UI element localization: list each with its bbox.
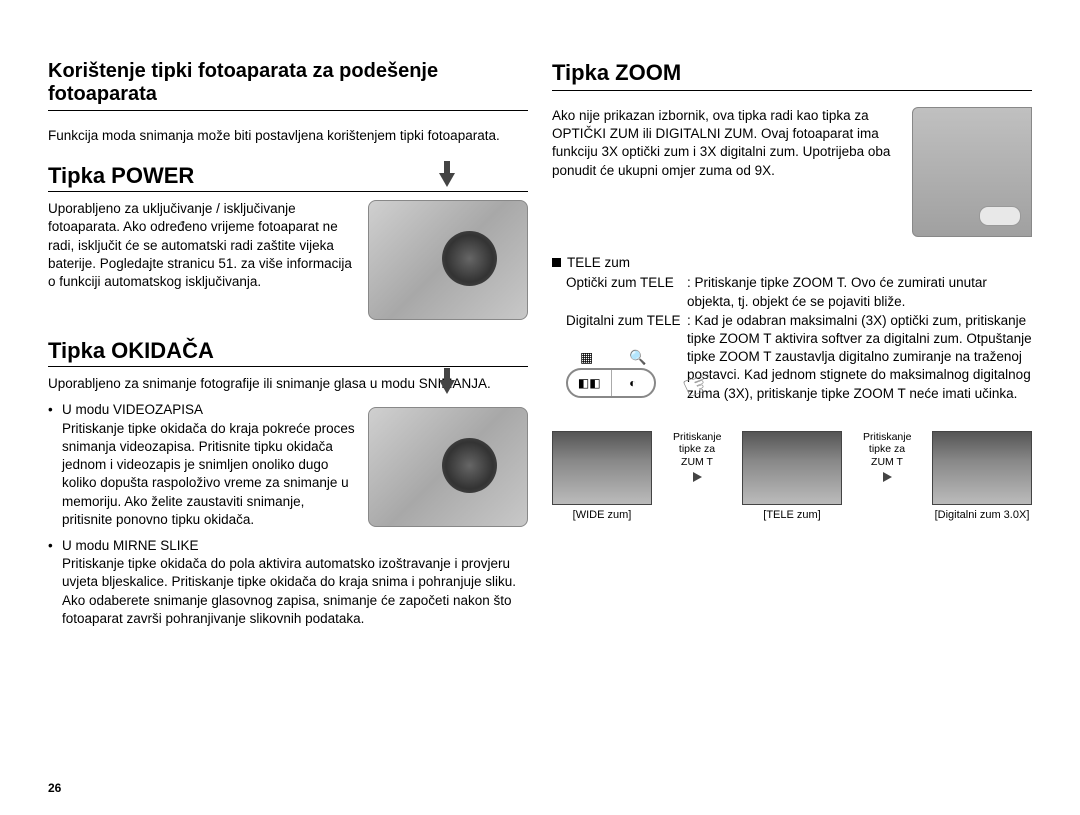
zoom-thumbnails: [WIDE zum] Pritiskanje tipke za ZUM T [T… bbox=[552, 431, 1032, 521]
arrow-label-2: Pritiskanje tipke za ZUM T bbox=[863, 431, 911, 482]
intro-left: Funkcija moda snimanja može biti postavl… bbox=[48, 127, 528, 145]
digital-term: Digitalni zum TELE bbox=[552, 312, 687, 331]
square-bullet-icon bbox=[552, 258, 561, 267]
video-text: Pritiskanje tipke okidača do kraja pokre… bbox=[62, 420, 356, 529]
thumb-digital bbox=[932, 431, 1032, 505]
page-number: 26 bbox=[48, 781, 61, 795]
arrow-label-text: Pritiskanje tipke za ZUM T bbox=[673, 431, 721, 468]
heading-shutter: Tipka OKIDAČA bbox=[48, 338, 528, 367]
zoom-control-illustration: ▦ 🔍 ◧◧ ◐ ☞ bbox=[566, 349, 676, 398]
camera-front-image bbox=[368, 200, 528, 320]
arrow-down-icon bbox=[439, 173, 455, 187]
still-label: U modu MIRNE SLIKE bbox=[62, 537, 528, 555]
power-text: Uporabljeno za uključivanje / isključiva… bbox=[48, 200, 356, 320]
optical-desc: : Pritiskanje tipke ZOOM T. Ovo će zumir… bbox=[687, 274, 1032, 312]
main-heading-left: Korištenje tipki fotoaparata za podešenj… bbox=[48, 60, 528, 111]
camera-front-image-2 bbox=[368, 407, 528, 527]
bullet-dot-icon: • bbox=[48, 537, 62, 628]
thumb-wide bbox=[552, 431, 652, 505]
digital-desc: : Kad je odabran maksimalni (3X) optički… bbox=[687, 312, 1032, 403]
arrow-right-icon bbox=[693, 472, 702, 482]
left-column: Korištenje tipki fotoaparata za podešenj… bbox=[48, 60, 528, 628]
arrow-label-text: Pritiskanje tipke za ZUM T bbox=[863, 431, 911, 468]
right-column: Tipka ZOOM Ako nije prikazan izbornik, o… bbox=[552, 60, 1032, 628]
tele-zum-label: TELE zum bbox=[567, 255, 630, 270]
still-text: Pritiskanje tipke okidača do pola aktivi… bbox=[62, 555, 528, 628]
shutter-intro: Uporabljeno za snimanje fotografije ili … bbox=[48, 375, 528, 393]
tele-zum-heading: TELE zum bbox=[552, 255, 1032, 270]
optical-term: Optički zum TELE bbox=[552, 274, 687, 312]
thumb-tele-caption: [TELE zum] bbox=[742, 509, 842, 521]
zoom-wide-icon: ◧◧ bbox=[568, 370, 612, 396]
camera-back-image bbox=[912, 107, 1032, 237]
arrow-down-icon bbox=[439, 380, 455, 394]
heading-zoom: Tipka ZOOM bbox=[552, 60, 1032, 91]
zoom-intro: Ako nije prikazan izbornik, ova tipka ra… bbox=[552, 107, 902, 237]
bullet-dot-icon: • bbox=[48, 401, 62, 529]
arrow-label-1: Pritiskanje tipke za ZUM T bbox=[673, 431, 721, 482]
thumb-tele bbox=[742, 431, 842, 505]
arrow-right-icon bbox=[883, 472, 892, 482]
heading-power: Tipka POWER bbox=[48, 163, 528, 192]
thumb-digital-caption: [Digitalni zum 3.0X] bbox=[932, 509, 1032, 521]
grid-icon: ▦ bbox=[580, 349, 593, 366]
magnifier-icon: 🔍 bbox=[629, 349, 646, 366]
zoom-tele-icon: ◐ bbox=[612, 370, 655, 396]
video-label: U modu VIDEOZAPISA bbox=[62, 401, 356, 419]
thumb-wide-caption: [WIDE zum] bbox=[552, 509, 652, 521]
